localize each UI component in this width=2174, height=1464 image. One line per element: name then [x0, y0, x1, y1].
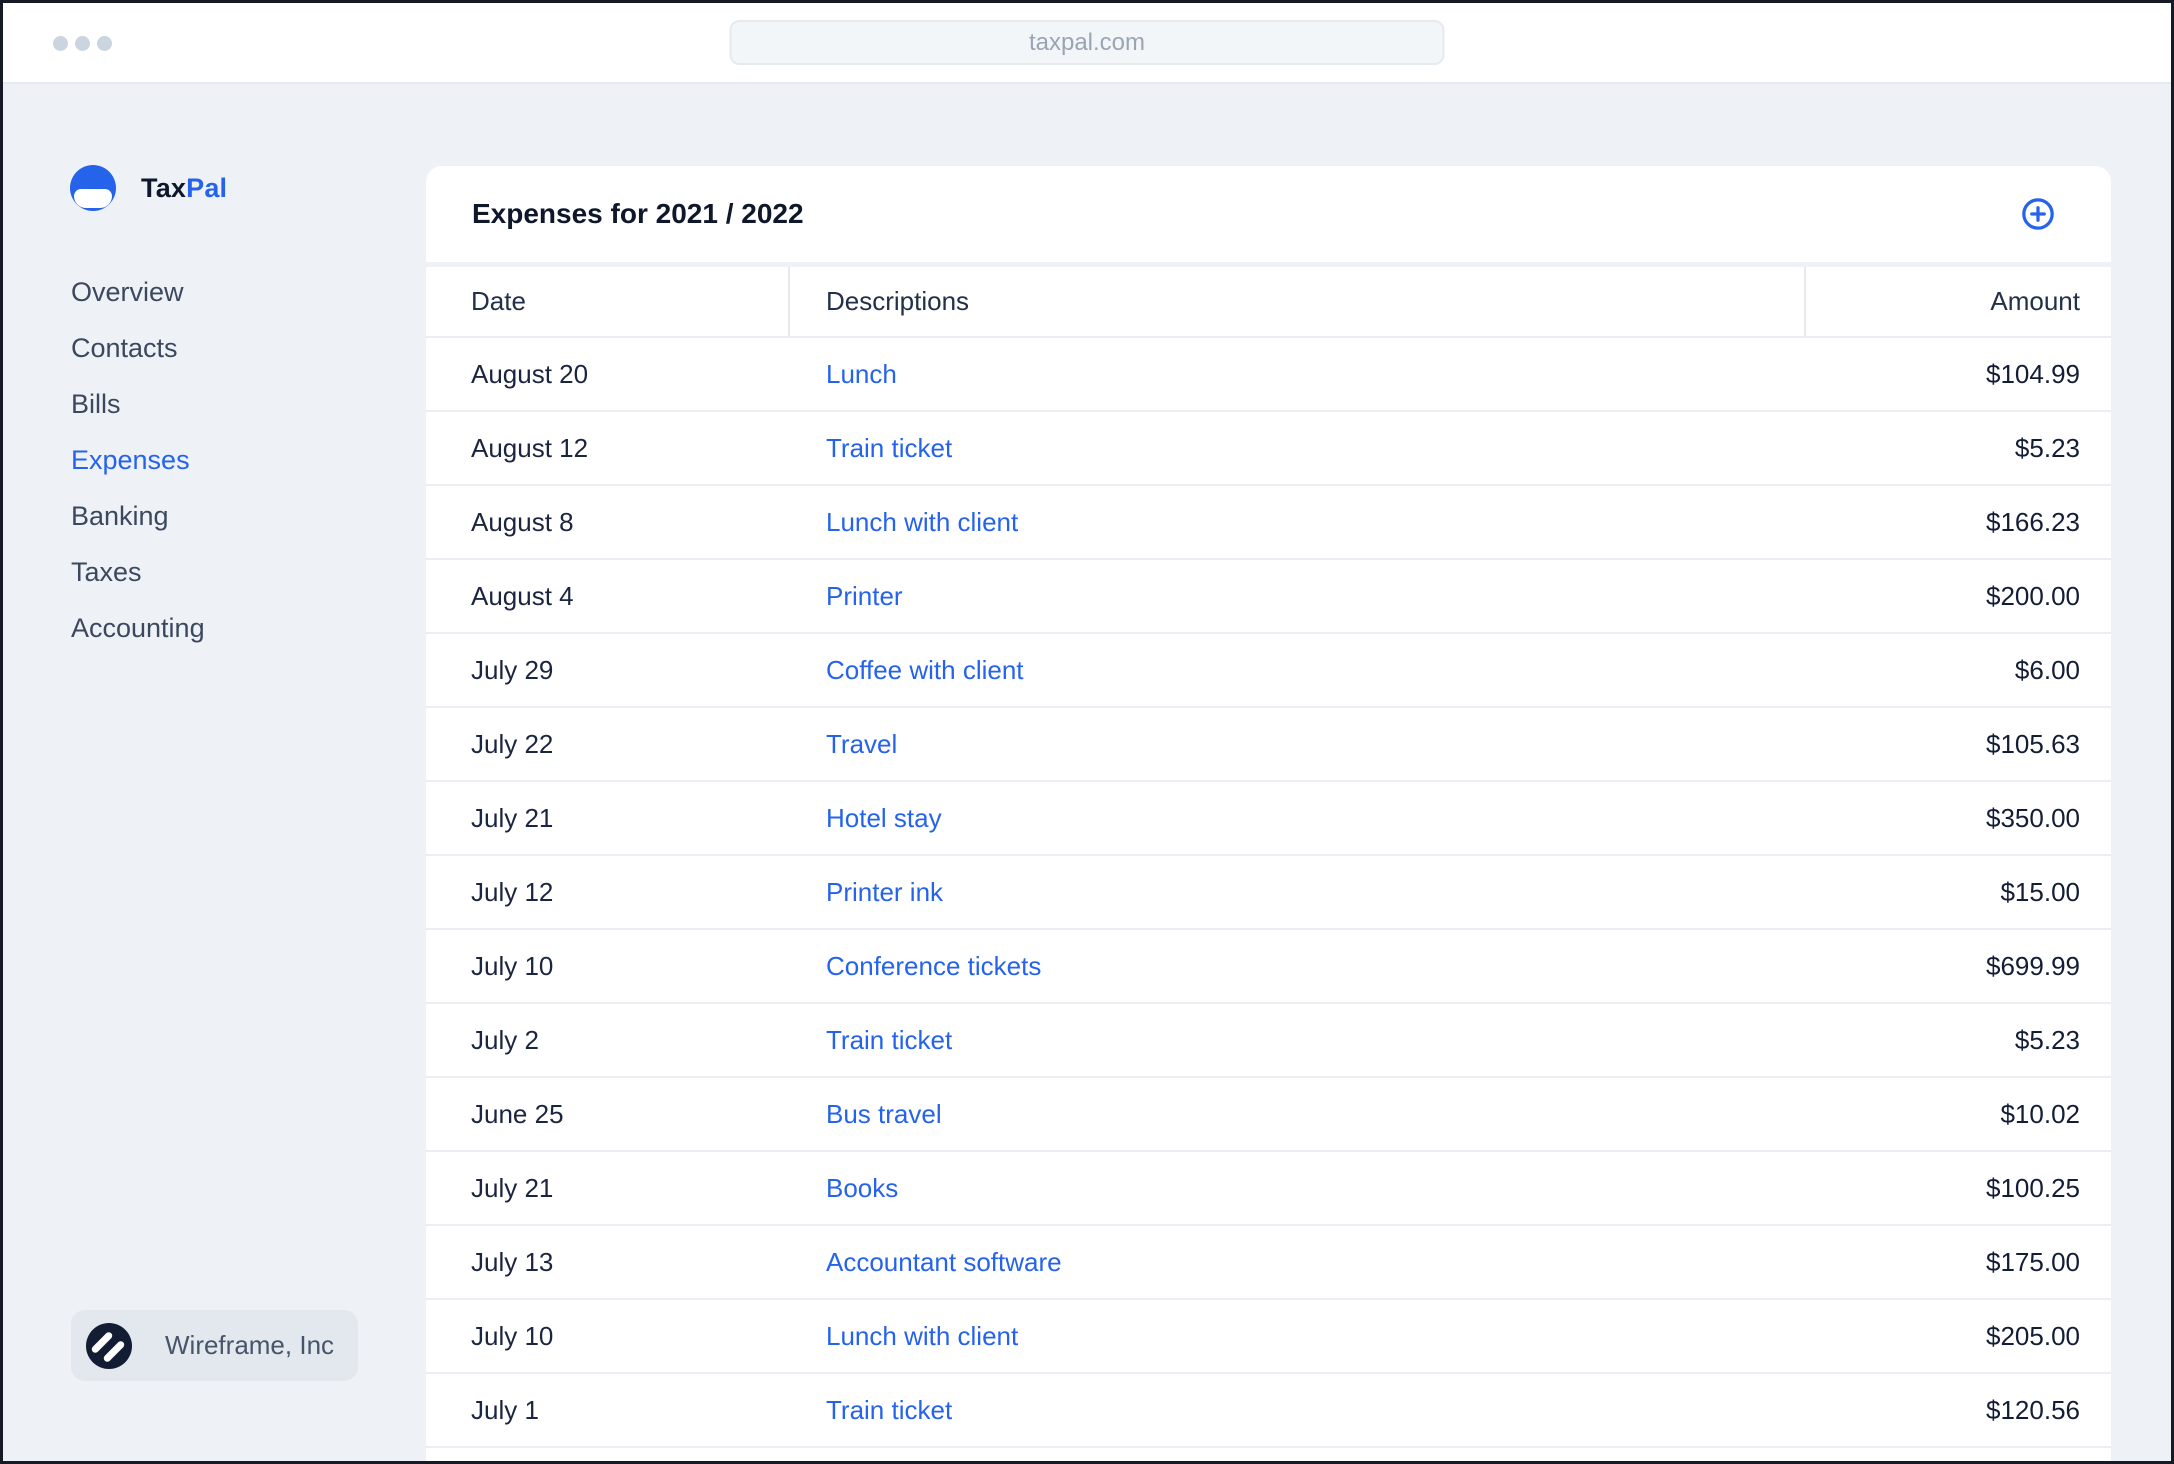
sidebar-item-banking[interactable]: Banking [71, 501, 169, 531]
expense-amount: $5.23 [2014, 1024, 2080, 1055]
expense-amount: $15.00 [2000, 876, 2080, 907]
sidebar-nav: Overview Contacts Bills Expenses Banking… [71, 264, 205, 656]
browser-toolbar: taxpal.com [3, 3, 2171, 84]
table-row: June 25 Bus travel $10.02 [426, 1076, 2111, 1150]
expense-amount: $100.25 [1986, 1172, 2080, 1203]
expense-amount: $5.23 [2014, 432, 2080, 463]
expense-link[interactable]: Bus travel [826, 1098, 942, 1129]
taxpal-logo-text: TaxPal [141, 173, 227, 204]
table-row: July 10 Conference tickets $699.99 [426, 928, 2111, 1002]
expenses-card-header: Expenses for 2021 / 2022 [426, 166, 2111, 262]
table-row: July 29 Coffee with client $6.00 [426, 632, 2111, 706]
window-controls [53, 36, 112, 51]
expense-link[interactable]: Accountant software [826, 1246, 1062, 1277]
sidebar-item-expenses[interactable]: Expenses [71, 445, 190, 475]
table-row: August 12 Train ticket $5.23 [426, 410, 2111, 484]
expense-date: June 25 [471, 1098, 564, 1129]
expense-date: July 1 [471, 1394, 539, 1425]
table-row: July 10 Lunch with client $205.00 [426, 1298, 2111, 1372]
expense-amount: $699.99 [1986, 950, 2080, 981]
table-row: August 8 Lunch with client $166.23 [426, 484, 2111, 558]
expense-date: July 10 [471, 1320, 554, 1351]
sidebar-item-taxes[interactable]: Taxes [71, 557, 142, 587]
table-row: July 13 Accountant software $175.00 [426, 1224, 2111, 1298]
expense-link[interactable]: Train ticket [826, 432, 953, 463]
table-row: July 12 Printer ink $15.00 [426, 854, 2111, 928]
table-row: August 4 Printer $200.00 [426, 558, 2111, 632]
table-row: July 1 Train ticket $120.56 [426, 1372, 2111, 1446]
expense-amount: $205.00 [1986, 1320, 2080, 1351]
expense-amount: $104.99 [1986, 358, 2080, 389]
expense-date: July 21 [471, 802, 554, 833]
expense-link[interactable]: Train ticket [826, 1024, 953, 1055]
expense-link[interactable]: Lunch [826, 358, 897, 389]
brand-part-tax: Tax [141, 172, 187, 203]
org-name: Wireframe, Inc [165, 1330, 335, 1360]
add-expense-button[interactable] [2021, 197, 2055, 231]
expense-amount: $200.00 [1986, 580, 2080, 611]
expense-amount: $105.63 [1986, 728, 2080, 759]
expense-date: August 12 [471, 432, 589, 463]
sidebar-item-contacts[interactable]: Contacts [71, 333, 178, 363]
sidebar-item-overview[interactable]: Overview [71, 277, 184, 307]
window-dot-icon [75, 36, 90, 51]
expense-amount: $166.23 [1986, 506, 2080, 537]
table-row: August 20 Lunch $104.99 [426, 336, 2111, 410]
expense-link[interactable]: Travel [826, 728, 898, 759]
expense-amount: $6.00 [2014, 654, 2080, 685]
expense-date: July 22 [471, 728, 554, 759]
taxpal-logo[interactable]: TaxPal [70, 165, 227, 211]
expense-link[interactable]: Lunch with client [826, 1320, 1019, 1351]
table-row-partial [426, 1446, 2111, 1461]
wireframe-logo-icon [86, 1322, 132, 1369]
table-row: July 21 Books $100.25 [426, 1150, 2111, 1224]
expense-link[interactable]: Conference tickets [826, 950, 1042, 981]
expense-amount: $10.02 [2000, 1098, 2080, 1129]
expense-date: July 10 [471, 950, 554, 981]
expense-link[interactable]: Lunch with client [826, 506, 1019, 537]
expense-date: July 29 [471, 654, 554, 685]
expense-link[interactable]: Hotel stay [826, 802, 942, 833]
table-header-row: Date Descriptions Amount [426, 267, 2111, 336]
taxpal-logo-icon [70, 165, 116, 211]
page-title: Expenses for 2021 / 2022 [472, 198, 804, 229]
sidebar-item-accounting[interactable]: Accounting [71, 613, 205, 643]
expense-date: July 21 [471, 1172, 554, 1203]
expense-link[interactable]: Books [826, 1172, 899, 1203]
window-dot-icon [97, 36, 112, 51]
app-background: TaxPal Overview Contacts Bills Expenses … [3, 84, 2171, 1461]
table-row: July 21 Hotel stay $350.00 [426, 780, 2111, 854]
column-header-descriptions: Descriptions [790, 267, 1806, 336]
plus-circle-icon [2022, 198, 2054, 230]
window-dot-icon [53, 36, 68, 51]
expense-date: August 20 [471, 358, 589, 389]
expenses-table: Date Descriptions Amount August 20 Lunch… [426, 267, 2111, 1461]
brand-part-pal: Pal [186, 172, 228, 203]
sidebar-item-bills[interactable]: Bills [71, 389, 121, 419]
expense-date: July 12 [471, 876, 554, 907]
column-header-amount: Amount [1990, 286, 2080, 316]
expense-link[interactable]: Train ticket [826, 1394, 953, 1425]
expense-date: July 13 [471, 1246, 554, 1277]
url-text: taxpal.com [1028, 28, 1146, 56]
url-bar[interactable]: taxpal.com [729, 20, 1445, 65]
table-row: July 22 Travel $105.63 [426, 706, 2111, 780]
expense-date: August 4 [471, 580, 574, 611]
column-header-date: Date [426, 267, 790, 336]
expense-amount: $120.56 [1986, 1394, 2080, 1425]
expense-link[interactable]: Printer [826, 580, 903, 611]
expense-date: July 2 [471, 1024, 539, 1055]
org-badge[interactable]: Wireframe, Inc [71, 1310, 358, 1381]
expense-amount: $350.00 [1986, 802, 2080, 833]
expense-link[interactable]: Printer ink [826, 876, 944, 907]
expense-amount: $175.00 [1986, 1246, 2080, 1277]
expense-date: August 8 [471, 506, 574, 537]
table-row: July 2 Train ticket $5.23 [426, 1002, 2111, 1076]
expense-link[interactable]: Coffee with client [826, 654, 1024, 685]
